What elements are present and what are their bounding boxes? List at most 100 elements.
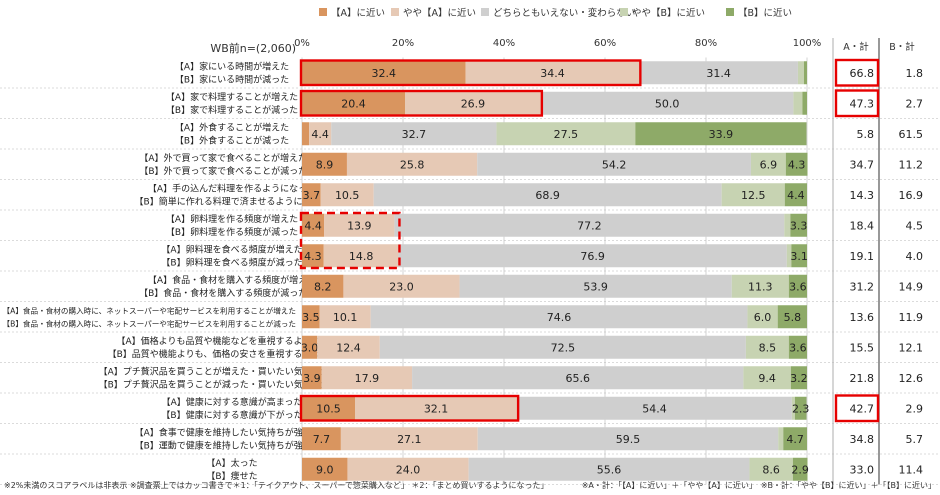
bar-segment (517, 396, 792, 420)
legend-label: やや【B】に近い (632, 7, 705, 19)
row-label-a: 【A】プチ贅沢品を買うことが増えた・買いたい気持ちが強まった (99, 366, 366, 378)
bar-segment (302, 244, 324, 268)
data-label: 6.0 (754, 311, 772, 324)
bar-segment (398, 244, 787, 268)
data-label: 3.7 (303, 189, 321, 202)
row-label-a: 【A】外で買って家で食べることが増えた ＊1 (139, 152, 324, 164)
a-total-value: 33.0 (850, 463, 875, 476)
bar-segment (743, 366, 791, 390)
data-label: 14.8 (349, 250, 374, 263)
data-label: 34.4 (540, 67, 565, 80)
data-label: 31.4 (706, 67, 731, 80)
bar-segment (792, 457, 808, 481)
a-total-value: 13.6 (850, 311, 875, 324)
data-label: 3.5 (302, 311, 320, 324)
bar-segment (302, 396, 356, 420)
data-label: 59.5 (616, 433, 641, 446)
bar-segment (324, 213, 395, 237)
row-label-b: 【B】簡単に作れる料理で済ませるようになった (135, 196, 330, 208)
data-label: 9.0 (316, 463, 334, 476)
a-total-highlight-box (834, 58, 880, 87)
b-total-value: 1.8 (906, 67, 924, 80)
row-label-b: 【B】外食することが減った (175, 135, 289, 147)
data-label: 8.2 (314, 280, 332, 293)
legend-swatch (391, 8, 399, 16)
bar-segment (302, 122, 310, 146)
data-label: 10.5 (335, 189, 360, 202)
bar-highlight-box (299, 211, 401, 270)
data-label: 13.9 (347, 219, 372, 232)
data-label: 3.9 (303, 372, 321, 385)
footnote-left: ※2%未満のスコアラベルは非表示 ※調査票上ではカッコ書きで＊1：「テイクアウト… (4, 480, 548, 490)
legend-label: どちらともいえない・変わらない (493, 7, 635, 19)
footnote-right: ※A・計：「【A】に近い」＋「やや【A】に近い」 ※B・計：「やや【B】に近い」… (582, 480, 936, 490)
data-label: 74.6 (547, 311, 572, 324)
row-label-b: 【B】食品・食材を購入する頻度が減った ＊2 (139, 287, 325, 299)
row-label-b: 【B】健康に対する意識が下がった (161, 409, 302, 421)
bar-segment (788, 335, 807, 359)
x-tick-label: 60% (594, 38, 616, 49)
data-label: 55.6 (597, 463, 622, 476)
legend-label: 【B】に近い (738, 7, 792, 19)
data-label: 32.4 (372, 67, 397, 80)
bar-segment (802, 91, 807, 115)
bar-segment (794, 396, 807, 420)
bar-segment (803, 61, 807, 85)
bar-segment (790, 366, 807, 390)
row-label-a: 【A】食品・食材の購入時に、ネットスーパーや宅配サービスを利用することが増えた (3, 306, 296, 316)
bar-segment (340, 427, 478, 451)
bar-segment (302, 183, 321, 207)
data-label: 10.5 (316, 402, 341, 415)
a-total-highlight-box (834, 394, 880, 423)
data-label: 77.2 (577, 219, 602, 232)
bar-segment (540, 91, 794, 115)
bar-segment (317, 335, 380, 359)
bar-segment (477, 427, 779, 451)
row-label-a: 【A】卵料理を作る頻度が増えた (166, 213, 298, 225)
row-label-b: 【B】プチ贅沢品を買うことが減った・買いたい気持ちが弱まった (99, 379, 366, 391)
data-label: 68.9 (535, 189, 560, 202)
b-total-value: 4.5 (906, 219, 924, 232)
data-label: 3.0 (301, 341, 319, 354)
bar-segment (321, 366, 413, 390)
bar-segment (639, 61, 798, 85)
legend-swatch (620, 8, 628, 16)
row-label-b: 【B】家にいる時間が減った (175, 74, 289, 86)
bar-segment (788, 274, 807, 298)
data-label: 12.4 (336, 341, 361, 354)
bar-segment (302, 61, 466, 85)
bar-segment (745, 335, 789, 359)
data-label: 72.5 (551, 341, 576, 354)
data-label: 4.3 (788, 158, 806, 171)
data-label: 4.3 (304, 250, 322, 263)
data-label: 3.6 (789, 280, 807, 293)
bar-segment (791, 396, 795, 420)
bar-segment (302, 213, 325, 237)
bar-segment (405, 91, 541, 115)
bar-segment (747, 305, 778, 329)
data-label: 24.0 (396, 463, 421, 476)
bar-segment (778, 427, 784, 451)
row-label-a: 【A】食品・食材を購入する頻度が増えた (148, 274, 316, 286)
bar-segment (302, 152, 347, 176)
legend-swatch (726, 8, 734, 16)
data-label: 32.7 (402, 128, 427, 141)
bar-segment (379, 335, 746, 359)
bar-segment (783, 427, 807, 451)
bar-segment (749, 457, 793, 481)
a-total-value: 21.8 (850, 372, 875, 385)
bar-segment (784, 183, 807, 207)
row-label-a: 【A】卵料理を食べる頻度が増えた (161, 244, 302, 256)
bar-segment (721, 183, 785, 207)
data-label: 8.5 (759, 341, 777, 354)
b-total-value: 11.2 (899, 158, 924, 171)
legend-swatch (481, 8, 489, 16)
a-total-value: 34.7 (850, 158, 875, 171)
a-total-value: 5.8 (857, 128, 875, 141)
bar-segment (777, 305, 807, 329)
data-label: 11.3 (748, 280, 773, 293)
data-label: 12.5 (741, 189, 766, 202)
row-label-b: 【B】家で料理することが減った (166, 104, 298, 116)
a-total-value: 42.7 (850, 402, 875, 415)
